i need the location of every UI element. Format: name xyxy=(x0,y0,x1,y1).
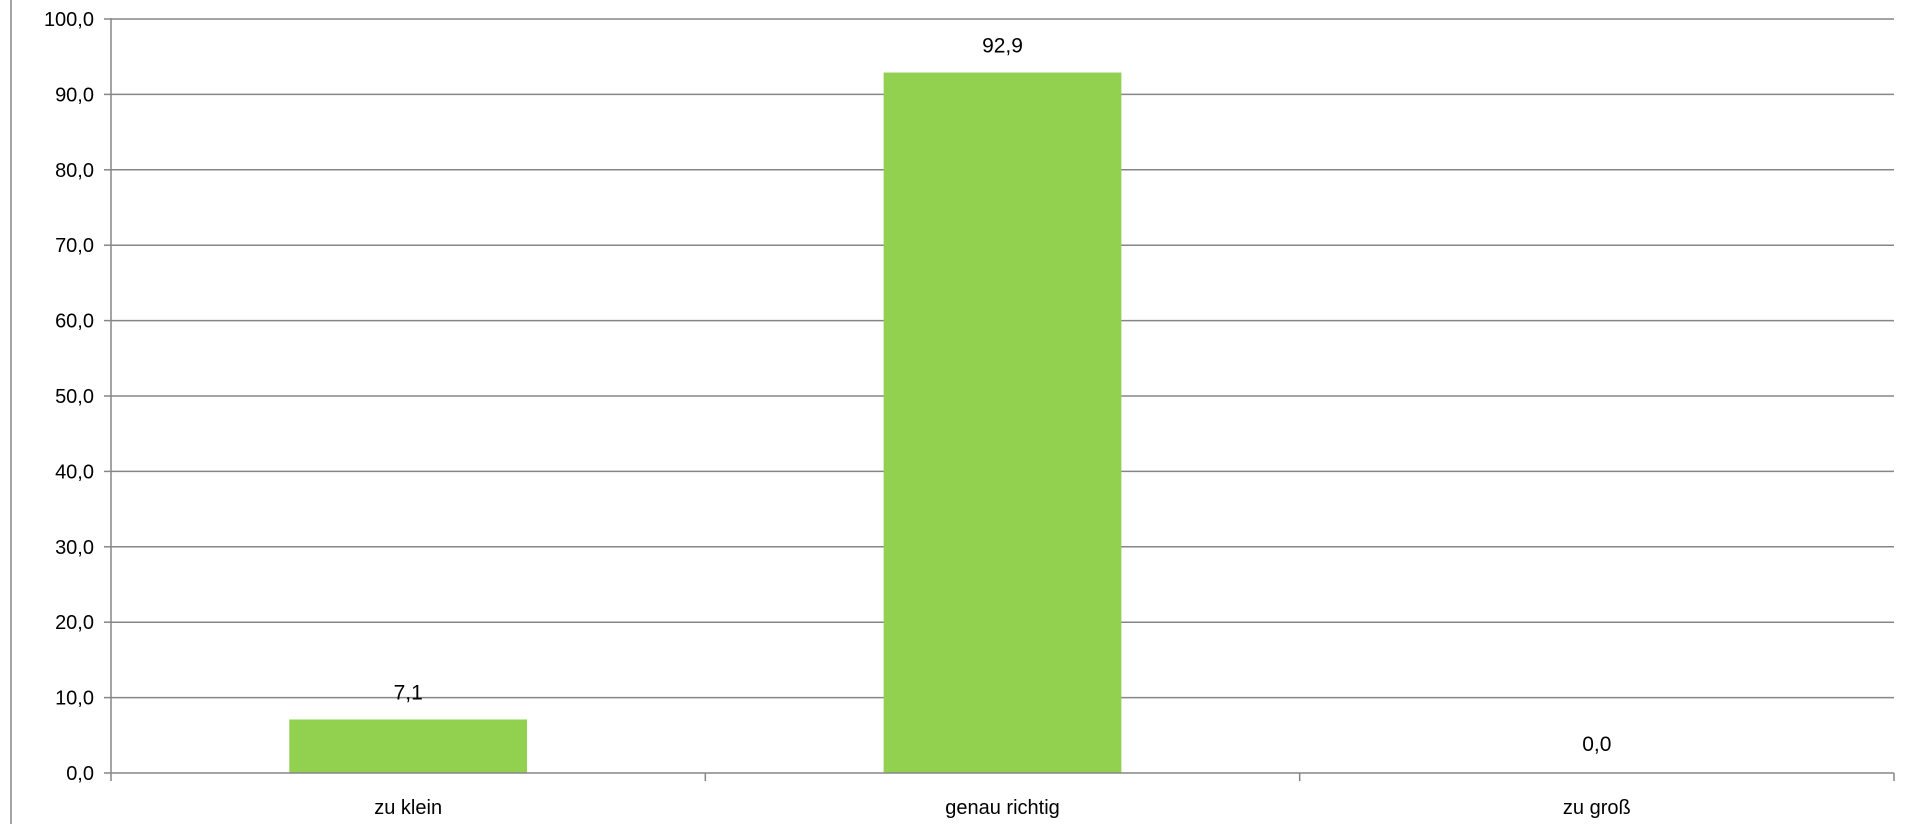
bar xyxy=(289,719,528,773)
y-tick-label: 40,0 xyxy=(55,461,94,483)
x-axis-category-labels: zu klein genau richtig zu groß xyxy=(374,797,1630,819)
y-tick-label: 0,0 xyxy=(66,763,94,785)
x-category-label: genau richtig xyxy=(945,797,1060,819)
data-label: 7,1 xyxy=(394,681,423,704)
bar xyxy=(883,72,1122,773)
y-tick-label: 100,0 xyxy=(44,9,94,31)
y-axis-tick-labels: 0,0 10,0 20,0 30,0 40,0 50,0 60,0 70,0 80,0 90,0 1… xyxy=(44,9,94,785)
y-tick-label: 50,0 xyxy=(55,386,94,408)
y-tick-label: 80,0 xyxy=(55,160,94,182)
data-labels: 7,1 92,9 0,0 xyxy=(394,35,1612,756)
data-label: 92,9 xyxy=(982,35,1023,58)
y-tick-label: 30,0 xyxy=(55,537,94,559)
x-category-label: zu groß xyxy=(1563,797,1631,819)
bars xyxy=(289,72,1122,773)
axes xyxy=(104,18,1895,781)
y-tick-label: 70,0 xyxy=(55,235,94,257)
data-label: 0,0 xyxy=(1582,733,1611,756)
y-tick-label: 20,0 xyxy=(55,612,94,634)
y-tick-label: 60,0 xyxy=(55,311,94,333)
x-category-label: zu klein xyxy=(374,797,442,819)
y-tick-label: 10,0 xyxy=(55,688,94,710)
y-tick-label: 90,0 xyxy=(55,84,94,106)
